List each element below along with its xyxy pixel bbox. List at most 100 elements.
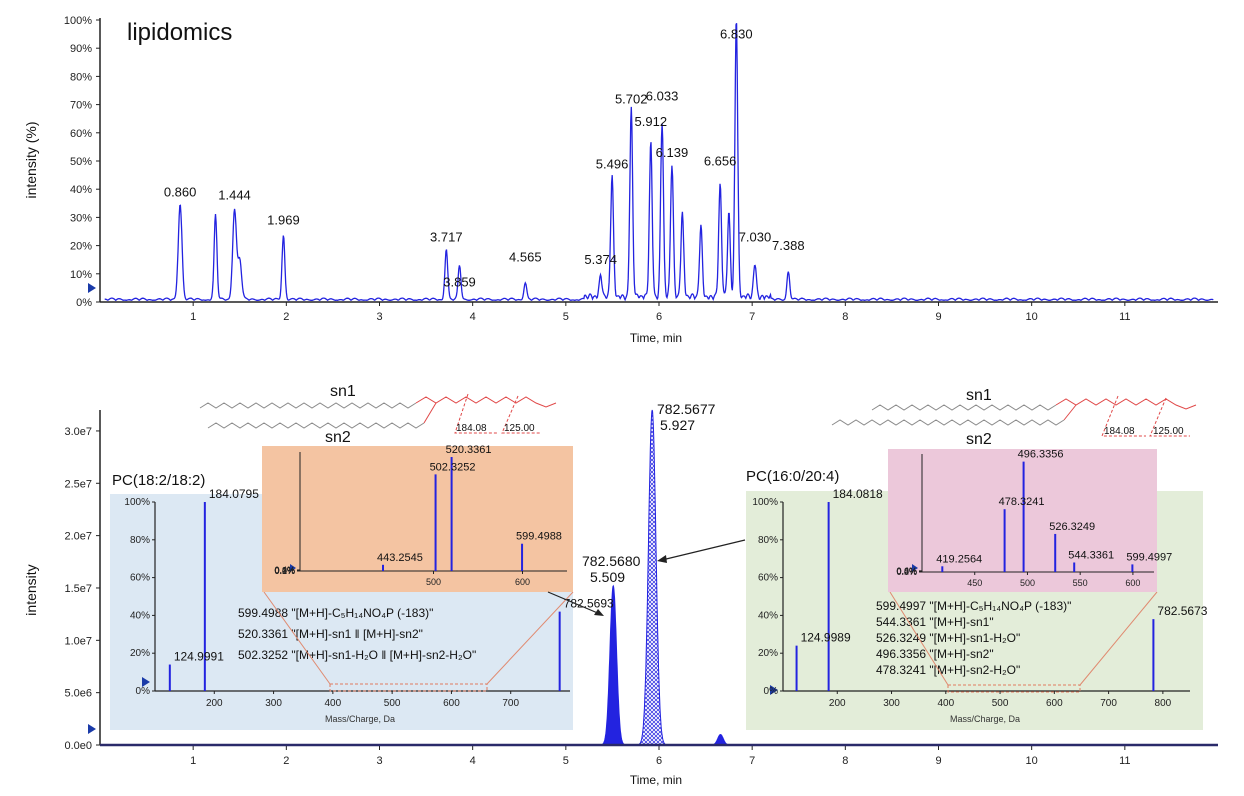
ms-left-zoom-region (329, 683, 488, 692)
ms-left-zoom-x-tick-label: 600 (515, 577, 530, 587)
top-peak-label: 4.565 (509, 249, 542, 264)
ms-left-annotation: 502.3252 "[M+H]-sn1-H₂O ‖ [M+H]-sn2-H₂O" (238, 648, 476, 662)
xic-right-peak-rt: 5.927 (660, 417, 695, 433)
xic-x-tick-label: 6 (656, 755, 662, 767)
ms-left-zoom-peak-label: 520.3361 (446, 444, 492, 456)
ms-left-annotation: 599.4988 "[M+H]-C₅H₁₄NO₄P (-183)" (238, 606, 433, 620)
frag-125-box-left (501, 395, 540, 434)
arrowhead-left (594, 609, 604, 616)
ms-right-zoom-y-tick-label: 0.0% (896, 567, 917, 577)
ms-left-zoom-y-tick-label: 0.2% (274, 566, 295, 576)
xic-right-peak-mz: 782.5677 (657, 401, 716, 417)
ms-left-zoom-connector-a (263, 591, 331, 685)
ms-right-title: PC(16:0/20:4) (746, 468, 839, 485)
headgroup-right (1055, 398, 1197, 410)
ms-right-annotation: 599.4997 "[M+H]-C₅H₁₄NO₄P (-183)" (876, 599, 1071, 613)
top-peak-label: 5.702 (615, 91, 648, 106)
tic-chart: lipidomics intensity (%) Time, min 0% 10%… (23, 15, 1218, 345)
top-chart-title: lipidomics (127, 19, 232, 46)
ms-left-y-tick-label: 20% (130, 648, 150, 659)
top-y-tick-label: 100% (64, 15, 92, 27)
top-x-axis-label: Time, min (630, 331, 682, 345)
sn2-label-left: sn2 (325, 429, 351, 446)
sn2-label-right: sn2 (966, 431, 992, 448)
xic-chart: intensity Time, min 0.0e0 5.0e6 1.0e7 1.5e7… (23, 409, 1131, 787)
ms-right-annotation: 496.3356 "[M+H]-sn2" (876, 647, 994, 661)
xic-y-tick-label: 2.0e7 (64, 531, 92, 543)
ms-left-zoom-background (262, 446, 573, 592)
top-peak-label: 5.496 (596, 156, 629, 171)
ms-left-title: PC(18:2/18:2) (112, 472, 205, 489)
ms-right-x-tick-label: 300 (883, 698, 900, 709)
ms-left-zoom-y-tick-label: 0.0% (274, 566, 295, 576)
sn1-label-right: sn1 (966, 387, 992, 404)
ms-left-zoom-inset: 0.0%0.1%0.2%0.3%0.4% 500 600 443.2545 502.… (262, 444, 573, 592)
xic-peak (599, 584, 627, 746)
ms-left-x-tick-label: 500 (384, 698, 401, 709)
xic-x-tick-label: 11 (1119, 755, 1130, 767)
ms-left-zoom-peak-label: 443.2545 (377, 552, 423, 564)
xic-peak (636, 409, 668, 746)
top-peak-label: 7.388 (772, 238, 805, 253)
tic-trace (104, 22, 1214, 302)
top-y-tick-label: 80% (70, 71, 92, 83)
arrow-left-panel-to-peak (547, 591, 601, 615)
top-peak-label: 6.656 (704, 153, 737, 168)
xic-y-tick-label: 1.0e7 (64, 635, 92, 647)
ms-left-zoom-y-tick-label: 0.4% (274, 565, 295, 575)
top-peak-label: 3.717 (430, 230, 463, 245)
ms-right-zoom-connector-b (1079, 591, 1158, 686)
top-y-tick-label: 90% (70, 43, 92, 55)
ms-right-annotation: 526.3249 "[M+H]-sn1-H₂O" (876, 631, 1020, 645)
sn1-chain-left (199, 402, 417, 409)
frag2-label-left: 125.00 (504, 423, 535, 434)
xic-y-tick-label: 3.0e7 (64, 426, 92, 438)
glycerol-link-right (1063, 404, 1077, 421)
ms-right-x-tick-label: 700 (1100, 698, 1117, 709)
ms-right-zoom-y-tick-label: 0.6% (896, 566, 917, 576)
sn1-label-left: sn1 (330, 383, 356, 400)
ms-right-x-tick-label: 500 (992, 698, 1009, 709)
top-y-tick-label: 20% (70, 241, 92, 253)
top-peak-label: 1.444 (218, 187, 251, 202)
ms-left-zoom-peak-label: 502.3252 (430, 461, 476, 473)
ms-right-zoom-peak-label: 544.3361 (1068, 549, 1114, 561)
ms-right-zoom-peak-label: 496.3356 (1018, 449, 1064, 461)
ms-right-zoom-background (888, 449, 1157, 592)
sn2-chain-left (207, 422, 425, 429)
structure-pc-18-2-18-2: sn1 sn2 184.08 125.00 (199, 383, 557, 446)
ms-right-zoom-x-tick-label: 600 (1125, 578, 1140, 588)
top-x-tick-label: 9 (935, 311, 941, 323)
ms-right-peak-label: 782.5673 (1157, 604, 1207, 618)
ms-left-zoom-baseline-marker (290, 564, 296, 572)
ms-right-x-tick-label: 200 (829, 698, 846, 709)
top-x-tick-label: 3 (376, 311, 382, 323)
ms-left-y-tick-label: 80% (130, 535, 150, 546)
ms-right-x-tick-label: 400 (937, 698, 954, 709)
top-x-tick-label: 7 (749, 311, 755, 323)
top-y-tick-label: 30% (70, 212, 92, 224)
xic-baseline-marker (88, 724, 96, 734)
top-y-tick-label: 70% (70, 100, 92, 112)
ms-left-annotation: 520.3361 "[M+H]-sn1 ‖ [M+H]-sn2" (238, 627, 423, 641)
ms-right-zoom-connector-a (889, 591, 949, 686)
xic-left-peak-mz: 782.5680 (582, 553, 641, 569)
xic-x-tick-label: 4 (470, 755, 476, 767)
ms-right-x-axis-label: Mass/Charge, Da (950, 714, 1020, 724)
top-baseline-marker (88, 283, 96, 293)
headgroup-left (415, 396, 557, 408)
ms-right-zoom-region (947, 684, 1081, 693)
xic-y-tick-label: 1.5e7 (64, 583, 92, 595)
ms-right-y-tick-label: 0% (764, 686, 779, 697)
ms-left-x-tick-label: 400 (325, 698, 342, 709)
top-x-tick-label: 8 (842, 311, 848, 323)
ms-right-zoom-peak-label: 478.3241 (999, 496, 1045, 508)
ms-left-peak-label: 184.0795 (209, 487, 259, 501)
ms-right-zoom-inset: 0.0%0.2%0.4%0.6% 450 500 550 600 419.2564 47… (888, 449, 1172, 592)
top-x-tick-label: 5 (563, 311, 569, 323)
top-peak-label: 1.969 (267, 213, 300, 228)
top-y-tick-label: 50% (70, 156, 92, 168)
xic-x-tick-label: 5 (563, 755, 569, 767)
ms-right-zoom-y-tick-label: 0.2% (896, 567, 917, 577)
frag-184-box-left (454, 393, 498, 434)
